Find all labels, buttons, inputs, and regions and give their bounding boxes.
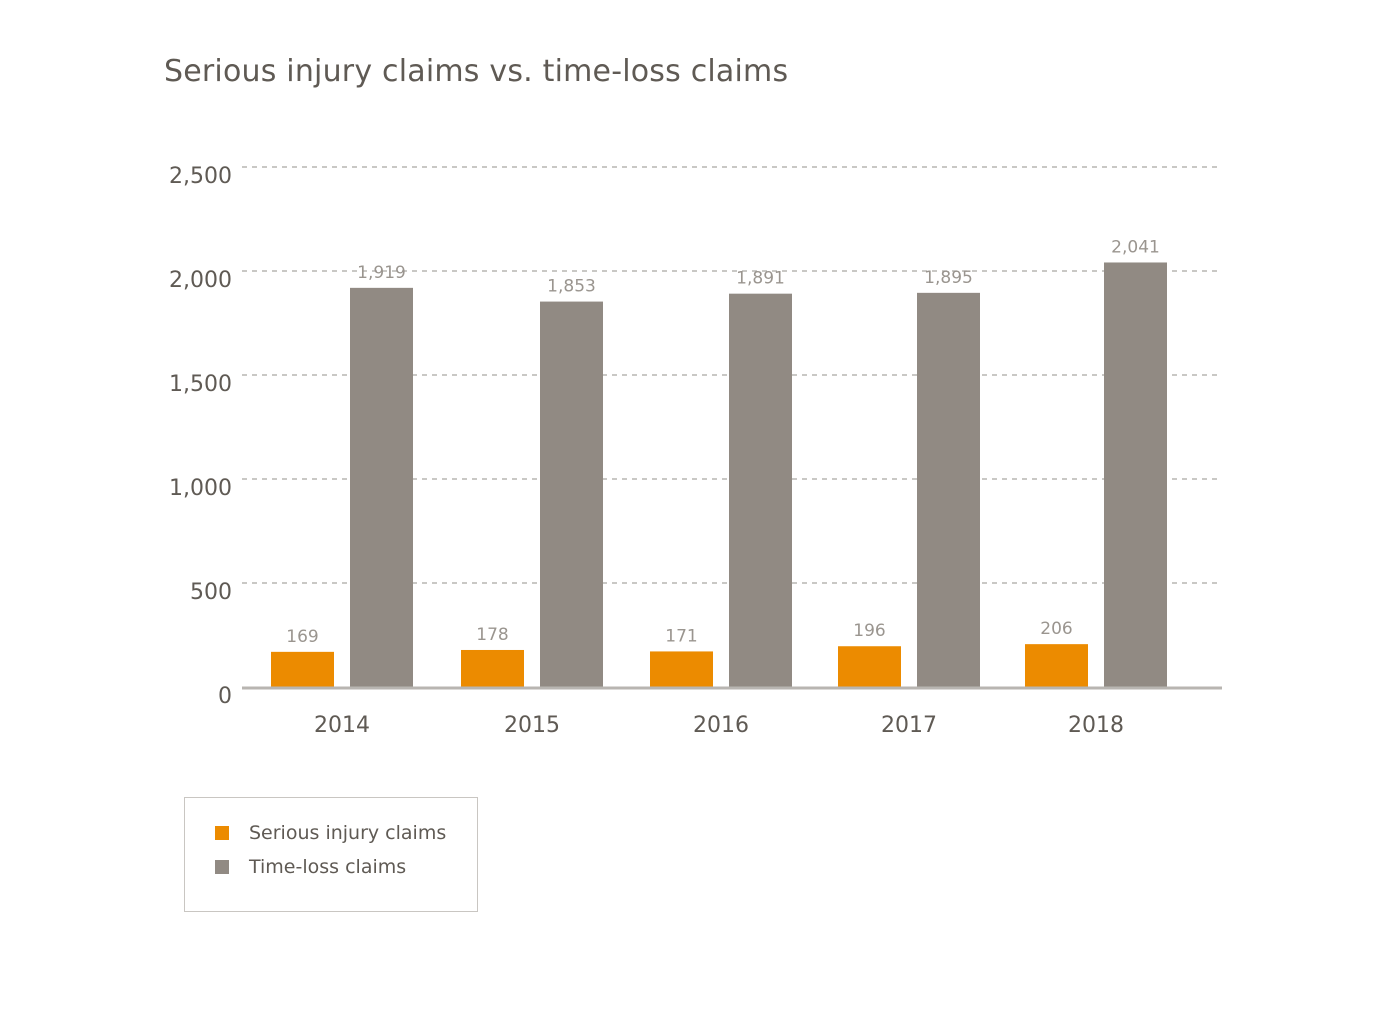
legend-swatch-serious-injury	[215, 826, 229, 840]
bar-serious-injury	[271, 651, 334, 687]
data-label: 196	[853, 621, 885, 641]
data-label: 169	[286, 627, 318, 647]
legend-label-serious-injury: Serious injury claims	[249, 822, 447, 844]
bar-time-loss	[350, 287, 413, 687]
data-label: 1,891	[736, 269, 785, 289]
data-label: 1,919	[357, 263, 406, 283]
x-tick-label: 2014	[314, 713, 370, 738]
data-label: 178	[476, 625, 508, 645]
y-tick-label: 0	[218, 684, 232, 709]
legend: Serious injury claims Time-loss claims	[184, 797, 478, 912]
data-label: 1,895	[924, 268, 973, 288]
data-label: 2,041	[1111, 237, 1160, 257]
chart-title: Serious injury claims vs. time-loss clai…	[164, 54, 789, 89]
x-tick-label: 2015	[504, 713, 560, 738]
data-label: 1,853	[547, 277, 596, 297]
bar-time-loss	[729, 293, 792, 687]
x-tick-label: 2018	[1068, 713, 1124, 738]
bar-serious-injury	[461, 649, 524, 687]
bar-time-loss	[540, 301, 603, 687]
y-tick-label: 500	[190, 580, 232, 605]
bar-serious-injury	[650, 651, 713, 687]
x-tick-label: 2017	[881, 713, 937, 738]
y-tick-label: 1,000	[169, 476, 232, 501]
y-tick-label: 2,000	[169, 268, 232, 293]
legend-item-time-loss: Time-loss claims	[215, 856, 406, 878]
legend-item-serious-injury: Serious injury claims	[215, 822, 446, 844]
legend-swatch-time-loss	[215, 860, 229, 874]
legend-label-time-loss: Time-loss claims	[249, 856, 407, 878]
y-tick-label: 1,500	[169, 372, 232, 397]
data-label: 171	[665, 626, 697, 646]
data-label: 206	[1040, 619, 1072, 639]
x-tick-label: 2016	[693, 713, 749, 738]
bar-serious-injury	[838, 646, 901, 687]
y-tick-label: 2,500	[169, 164, 232, 189]
bar-serious-injury	[1025, 644, 1088, 687]
bar-time-loss	[1104, 262, 1167, 687]
bar-time-loss	[917, 292, 980, 687]
